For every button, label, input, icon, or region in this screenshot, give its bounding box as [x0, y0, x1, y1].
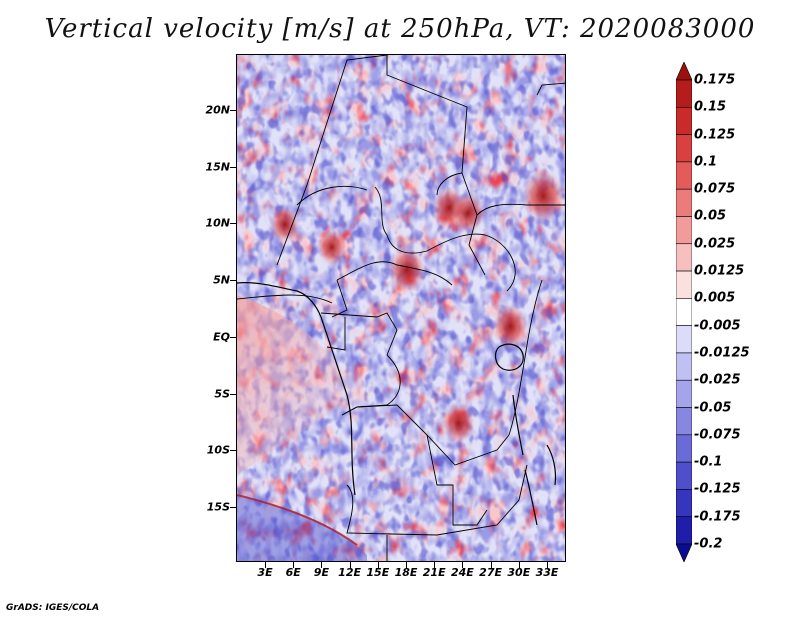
map-panel: [236, 54, 566, 562]
lat-label: 5S: [214, 387, 230, 401]
credit-text: GrADS: IGES/COLA: [6, 603, 100, 613]
colorbar-segment: [676, 188, 692, 217]
colorbar-label: -0.125: [694, 481, 741, 497]
lon-tick: [349, 562, 351, 568]
lat-tick: [230, 280, 236, 282]
lon-tick: [377, 562, 379, 568]
lon-label: 30E: [507, 566, 531, 579]
colorbar-label: -0.005: [694, 318, 741, 334]
colorbar-segment: [676, 352, 692, 381]
lon-tick: [265, 562, 266, 568]
lon-label: 9E: [313, 566, 329, 579]
lon-tick: [406, 562, 407, 568]
updraft-core: [491, 303, 529, 350]
lat-label: EQ: [213, 330, 230, 344]
lat-tick: [230, 336, 236, 338]
colorbar-segment: [676, 216, 692, 245]
colorbar-label: 0.175: [694, 72, 736, 88]
lon-tick: [321, 562, 323, 568]
lon-label: 33E: [535, 566, 559, 579]
lon-label: 3E: [257, 566, 273, 579]
colorbar-segment: [676, 379, 692, 408]
colorbar-segment: [676, 407, 692, 436]
lat-label: 20N: [205, 103, 230, 117]
colorbar-label: 0.025: [694, 236, 736, 252]
colorbar-segment: [676, 62, 692, 81]
lat-tick: [230, 223, 236, 225]
lat-label: 15S: [206, 500, 230, 514]
lon-tick: [462, 562, 464, 568]
colorbar-label: -0.0125: [694, 345, 750, 361]
colorbar-segment: [676, 298, 692, 326]
colorbar-label: -0.05: [694, 400, 732, 416]
updraft-core: [269, 205, 300, 244]
colorbar-segment: [676, 106, 692, 135]
country-borders: [237, 55, 565, 561]
southern-downdraft-band: [237, 495, 367, 561]
colorbar-segment: [676, 79, 692, 108]
lon-tick: [434, 562, 436, 568]
lakes-and-coast: [237, 282, 557, 526]
lon-tick: [293, 562, 295, 568]
lat-tick: [230, 393, 236, 395]
lat-tick: [230, 450, 236, 452]
colorbar-label: 0.125: [694, 127, 736, 143]
colorbar-segment: [676, 434, 692, 463]
colorbar-label: -0.2: [694, 536, 723, 552]
updraft-core: [316, 228, 347, 266]
lat-label: 10N: [205, 216, 230, 230]
colorbar-label: 0.0125: [694, 263, 745, 279]
colorbar-segment: [676, 325, 692, 354]
updraft-cores: [269, 168, 565, 444]
lat-label: 5N: [213, 273, 230, 287]
lon-label: 18E: [394, 566, 418, 579]
lon-tick: [490, 562, 492, 568]
colorbar-label: -0.175: [694, 509, 741, 525]
colorbar-label: -0.075: [694, 427, 741, 443]
colorbar-segment: [676, 161, 692, 190]
colorbar: [676, 62, 692, 562]
lat-tick: [230, 507, 236, 508]
atlantic-updraft-band: [237, 295, 357, 475]
lon-tick: [547, 562, 548, 568]
colorbar-label: 0.05: [694, 208, 727, 224]
lon-label: 15E: [366, 566, 390, 579]
colorbar-segment: [676, 461, 692, 490]
lat-tick: [230, 166, 236, 168]
updraft-core: [451, 192, 485, 235]
colorbar-segment: [676, 134, 692, 163]
lon-label: 21E: [422, 566, 446, 579]
colorbar-segment: [676, 543, 692, 562]
southern-jet-streak: [237, 494, 358, 546]
colorbar-label: 0.15: [694, 99, 727, 115]
lon-tick: [518, 562, 520, 568]
lat-tick: [230, 110, 236, 111]
colorbar-segment: [676, 243, 692, 272]
updraft-core: [521, 168, 565, 224]
colorbar-label: -0.025: [694, 372, 741, 388]
colorbar-label: 0.075: [694, 181, 736, 197]
colorbar-label: 0.1: [694, 154, 718, 170]
colorbar-segment: [676, 516, 692, 545]
updraft-core: [441, 401, 476, 444]
map-svg: [237, 55, 565, 561]
lat-label: 10S: [206, 443, 230, 457]
updraft-core: [387, 245, 427, 295]
colorbar-segment: [676, 270, 692, 299]
lon-label: 27E: [479, 566, 503, 579]
lon-label: 12E: [338, 566, 362, 579]
chart-title: Vertical velocity [m/s] at 250hPa, VT: 2…: [44, 14, 756, 44]
colorbar-label: 0.005: [694, 290, 736, 306]
colorbar-label: -0.1: [694, 454, 723, 470]
lon-label: 24E: [450, 566, 474, 579]
lon-label: 6E: [285, 566, 301, 579]
colorbar-segment: [676, 489, 692, 518]
lat-label: 15N: [205, 160, 230, 174]
